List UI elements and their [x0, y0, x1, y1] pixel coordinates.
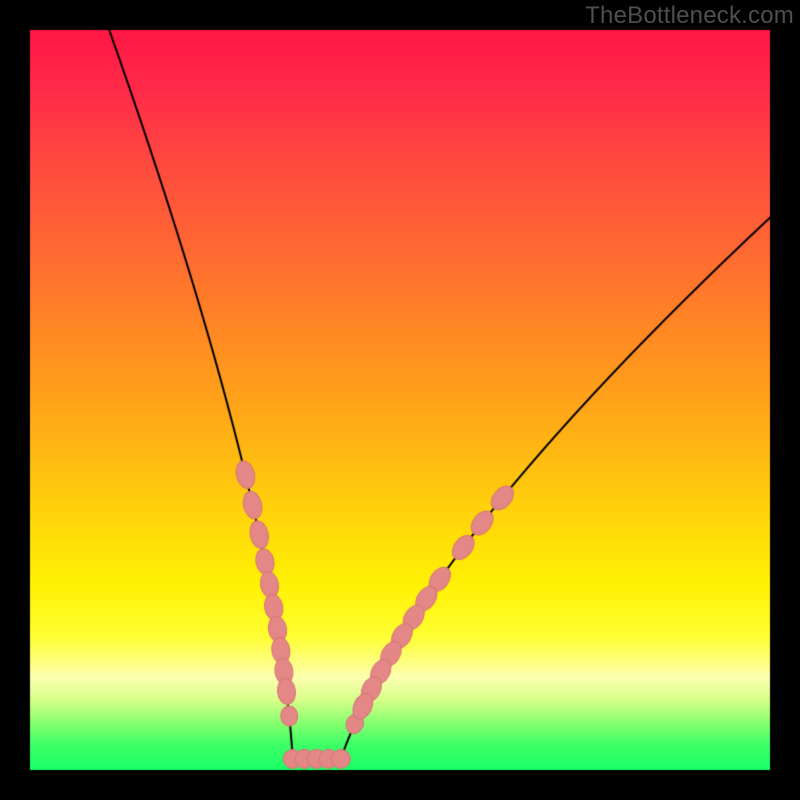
chart-root: TheBottleneck.com — [0, 0, 800, 800]
bottleneck-chart-canvas — [0, 0, 800, 800]
